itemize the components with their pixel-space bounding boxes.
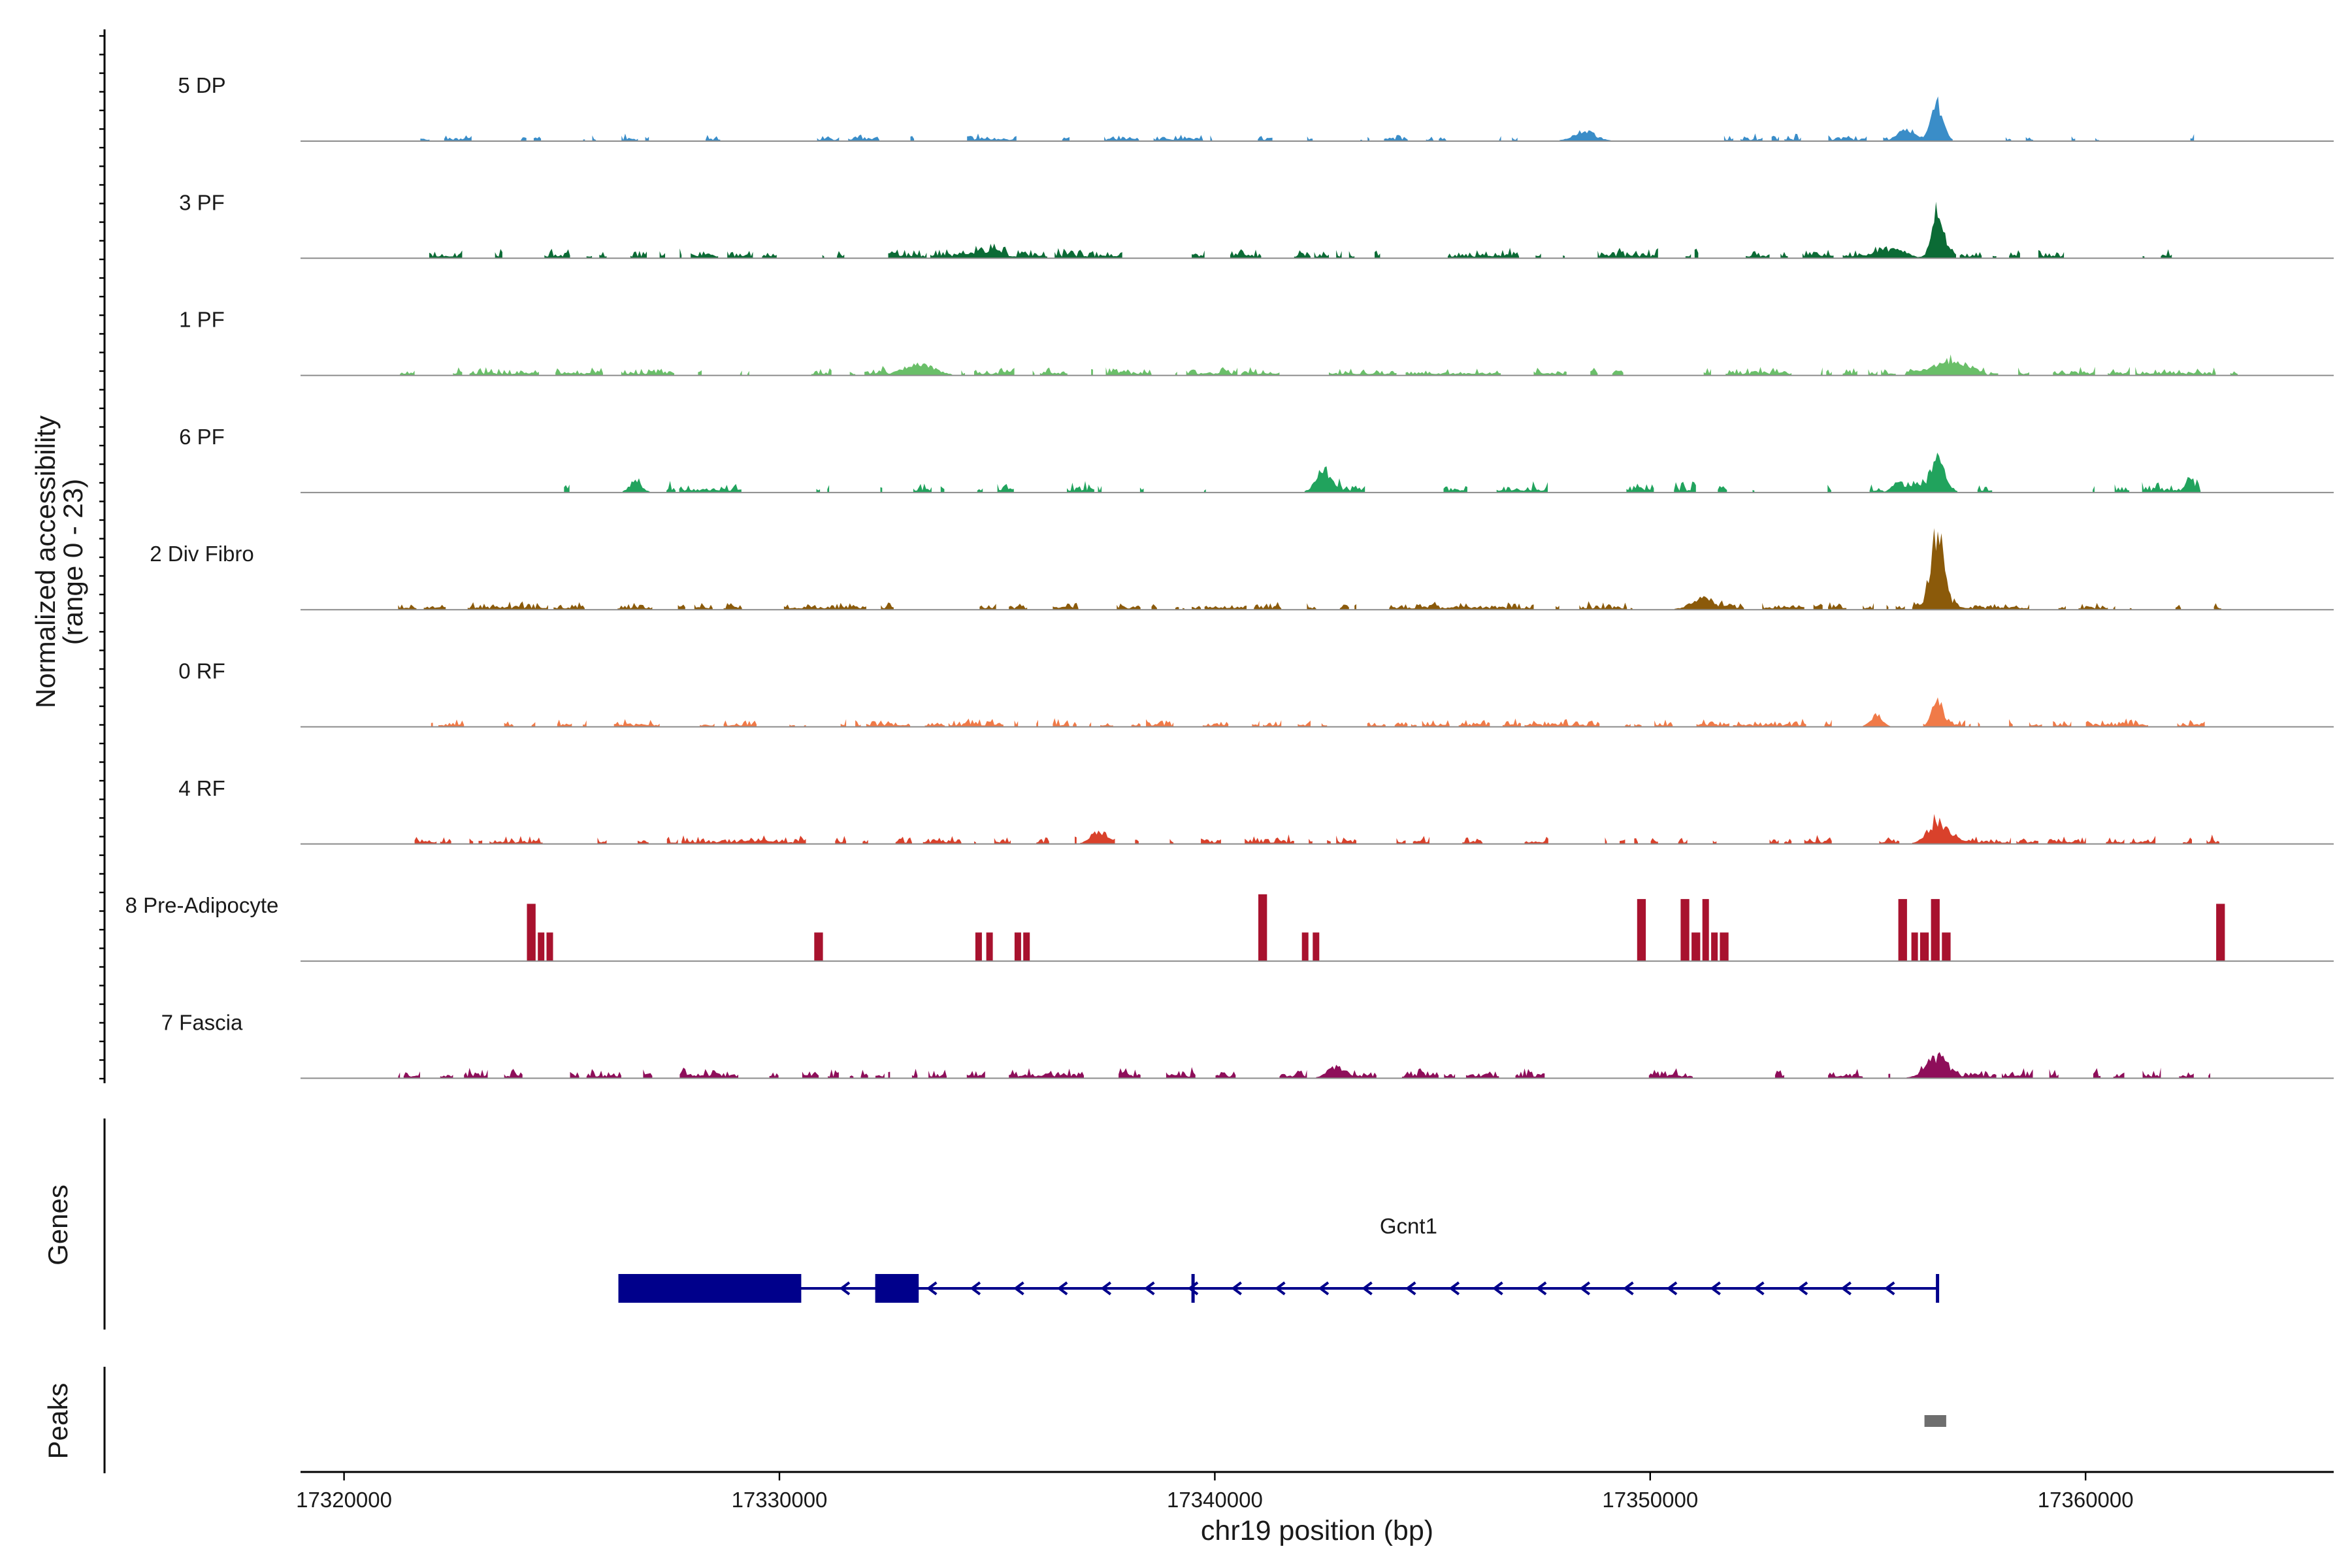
accessibility-block bbox=[1680, 899, 1690, 962]
track-label: 1 PF bbox=[179, 308, 225, 332]
strand-arrow bbox=[1405, 1281, 1416, 1296]
accessibility-block bbox=[2216, 904, 2225, 962]
gene-track: Gcnt1 bbox=[618, 1214, 1940, 1303]
strand-arrow bbox=[1144, 1281, 1155, 1296]
gene-exon bbox=[875, 1274, 919, 1303]
y-axis-label-line2: (range 0 - 23) bbox=[57, 479, 88, 645]
x-tick-label: 17360000 bbox=[2038, 1488, 2134, 1512]
accessibility-block bbox=[1637, 899, 1646, 962]
track: 8 Pre-Adipocyte bbox=[125, 893, 2334, 962]
accessibility-block bbox=[1919, 932, 1929, 962]
track: 4 RF bbox=[178, 776, 2334, 845]
strand-arrow bbox=[1840, 1281, 1852, 1296]
x-tick-label: 17320000 bbox=[296, 1488, 392, 1512]
accessibility-block bbox=[538, 932, 545, 962]
strand-arrow bbox=[1797, 1281, 1808, 1296]
strand-arrow bbox=[1710, 1281, 1721, 1296]
strand-arrow bbox=[1362, 1281, 1373, 1296]
genes-label: Genes bbox=[42, 1184, 73, 1266]
strand-arrow bbox=[1623, 1281, 1634, 1296]
coverage-area bbox=[398, 1052, 2211, 1079]
strand-arrow bbox=[1187, 1281, 1199, 1296]
track: 6 PF bbox=[179, 425, 2334, 493]
strand-arrow bbox=[1100, 1281, 1111, 1296]
coverage-area bbox=[429, 201, 2172, 259]
accessibility-block bbox=[546, 932, 553, 962]
accessibility-block bbox=[527, 904, 536, 962]
track: 5 DP bbox=[178, 73, 2334, 142]
strand-arrow bbox=[1056, 1281, 1068, 1296]
accessibility-block bbox=[814, 932, 823, 962]
peak-region bbox=[1924, 1415, 1946, 1427]
track: 3 PF bbox=[179, 190, 2334, 259]
strand-arrow bbox=[1231, 1281, 1242, 1296]
peaks-label: Peaks bbox=[42, 1383, 73, 1460]
strand-arrow bbox=[1275, 1281, 1286, 1296]
accessibility-block bbox=[1023, 932, 1030, 962]
track-label: 6 PF bbox=[179, 425, 225, 449]
track-label: 5 DP bbox=[178, 73, 225, 97]
strand-arrow bbox=[1492, 1281, 1503, 1296]
coverage-y-ticks bbox=[99, 35, 105, 1080]
track: 2 Div Fibro bbox=[150, 528, 2334, 611]
accessibility-block bbox=[1014, 932, 1021, 962]
track: 7 Fascia bbox=[161, 1010, 2334, 1079]
strand-arrow bbox=[926, 1281, 938, 1296]
accessibility-block bbox=[1931, 899, 1940, 962]
accessibility-block bbox=[1258, 894, 1267, 962]
strand-arrow bbox=[1579, 1281, 1590, 1296]
coverage-area bbox=[564, 452, 2210, 493]
track: 0 RF bbox=[178, 659, 2334, 728]
strand-arrow bbox=[839, 1281, 851, 1296]
accessibility-block bbox=[1301, 932, 1309, 962]
strand-arrow bbox=[1535, 1281, 1547, 1296]
x-tick-label: 17340000 bbox=[1167, 1488, 1263, 1512]
accessibility-block bbox=[1313, 932, 1320, 962]
coverage-area bbox=[400, 354, 2238, 376]
y-axis-label-line1: Normalized accessibility bbox=[30, 416, 61, 708]
strand-arrow bbox=[1884, 1281, 1895, 1296]
x-tick-label: 17330000 bbox=[732, 1488, 828, 1512]
coverage-area bbox=[420, 96, 2195, 141]
accessibility-block bbox=[1691, 932, 1701, 962]
track-label: 7 Fascia bbox=[161, 1010, 243, 1034]
x-axis-ticks: 17320000 17330000 17340000 17350000 17360000 bbox=[296, 1472, 2134, 1512]
accessibility-block bbox=[1898, 899, 1907, 962]
peak-track bbox=[1924, 1415, 1946, 1427]
strand-arrow bbox=[1318, 1281, 1330, 1296]
coverage-tracks: 5 DP 3 PF 1 PF 6 PF 2 Div Fibro 0 RF 4 RF 8 Pre… bbox=[125, 73, 2334, 1079]
x-axis-title: chr19 position (bp) bbox=[1201, 1515, 1433, 1546]
track-label: 0 RF bbox=[178, 659, 225, 683]
accessibility-block bbox=[1702, 899, 1709, 962]
track-label: 8 Pre-Adipocyte bbox=[125, 893, 279, 917]
strand-arrow bbox=[970, 1281, 981, 1296]
strand-arrow bbox=[1666, 1281, 1678, 1296]
gene-exon bbox=[618, 1274, 802, 1303]
track-label: 4 RF bbox=[178, 776, 225, 800]
x-tick-label: 17350000 bbox=[1602, 1488, 1698, 1512]
coverage-area bbox=[414, 813, 2219, 844]
accessibility-block bbox=[1720, 932, 1729, 962]
track: 1 PF bbox=[179, 308, 2334, 376]
coverage-area bbox=[402, 697, 2205, 727]
accessibility-block bbox=[986, 932, 993, 962]
track-label: 3 PF bbox=[179, 190, 225, 214]
accessibility-block bbox=[1942, 932, 1951, 962]
track-label: 2 Div Fibro bbox=[150, 542, 254, 566]
strand-arrow bbox=[1754, 1281, 1765, 1296]
accessibility-block bbox=[1711, 932, 1718, 962]
accessibility-block bbox=[1911, 932, 1918, 962]
strand-arrow bbox=[1013, 1281, 1024, 1296]
strand-arrow bbox=[1448, 1281, 1460, 1296]
accessibility-block bbox=[975, 932, 982, 962]
gene-name: Gcnt1 bbox=[1380, 1214, 1437, 1238]
coverage-area bbox=[398, 528, 2221, 610]
